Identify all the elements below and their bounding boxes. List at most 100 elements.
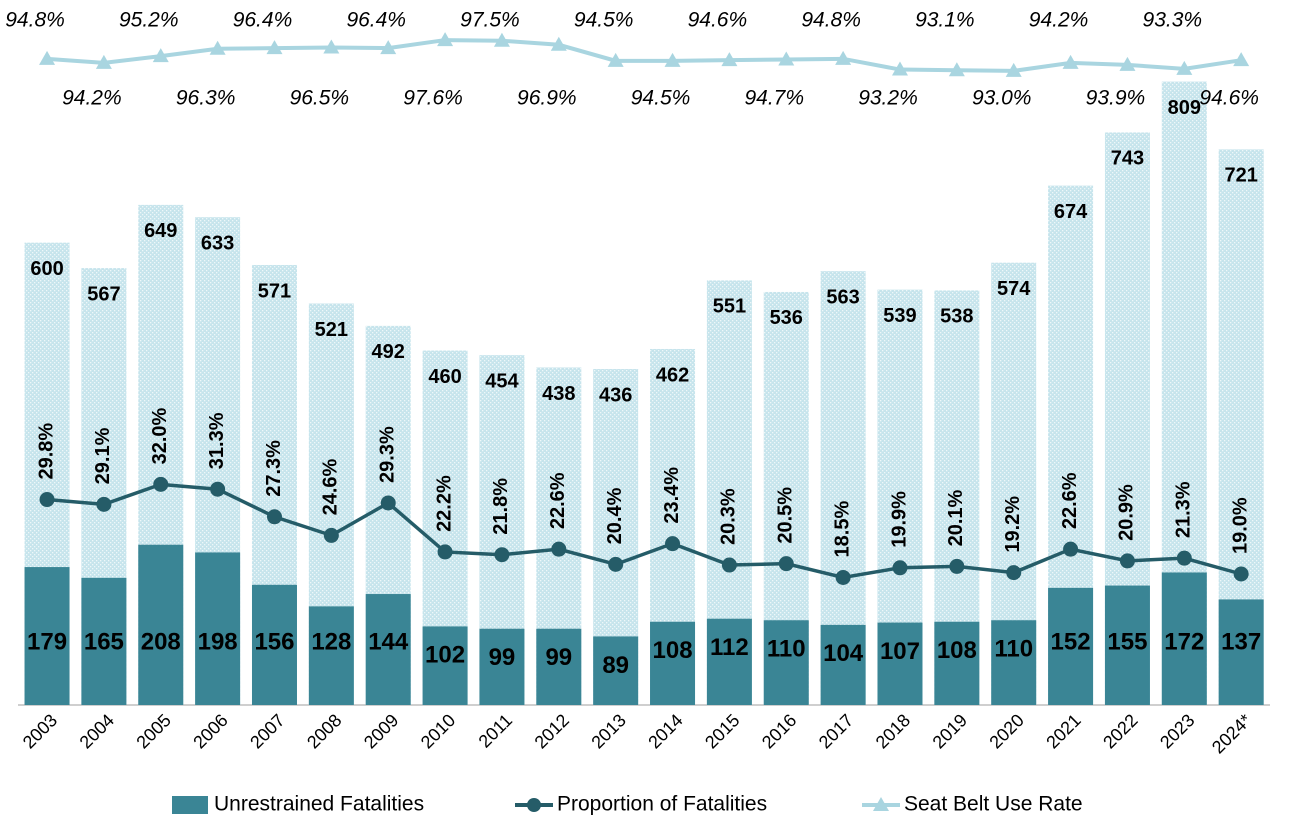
line-marker xyxy=(948,62,965,77)
x-tick-label: 2018 xyxy=(872,710,914,752)
x-tick-label: 2020 xyxy=(985,710,1027,752)
line-marker xyxy=(1176,550,1192,566)
line-marker xyxy=(778,556,794,572)
bar-value-label: 110 xyxy=(994,636,1033,663)
line-marker xyxy=(380,40,397,55)
bar-value-label: 108 xyxy=(653,637,693,664)
bar xyxy=(820,624,866,705)
bar-value-label: 743 xyxy=(1111,148,1144,170)
line-marker xyxy=(266,509,282,525)
line-marker xyxy=(608,556,624,572)
x-tick-label: 2014 xyxy=(644,710,686,752)
line-value-label: 93.0% xyxy=(972,87,1032,110)
x-tick-label: 2008 xyxy=(303,710,345,752)
x-tick-label: 2003 xyxy=(19,710,61,752)
line-marker xyxy=(380,495,396,511)
bar-value-label: 208 xyxy=(141,628,181,655)
line-value-label: 20.4% xyxy=(604,487,626,544)
bar-value-label: 108 xyxy=(937,637,977,664)
bar xyxy=(1218,599,1264,705)
bar-value-label: 165 xyxy=(84,628,124,655)
bar xyxy=(763,620,809,705)
line-marker xyxy=(323,39,340,54)
line-marker xyxy=(494,547,510,563)
bar xyxy=(593,636,639,705)
bar xyxy=(1048,587,1094,705)
bar-value-label: 674 xyxy=(1054,201,1088,223)
line-value-label: 20.9% xyxy=(1116,484,1138,541)
line-value-label: 20.3% xyxy=(718,488,740,545)
bar xyxy=(536,628,582,705)
legend-label: Unrestrained Fatalities xyxy=(214,793,424,816)
line-value-label: 31.3% xyxy=(206,412,228,469)
bar-value-label: 460 xyxy=(428,366,461,388)
line-marker xyxy=(1006,565,1022,581)
line-marker xyxy=(721,52,738,67)
line-value-label: 96.5% xyxy=(290,87,350,110)
line-marker xyxy=(550,36,567,51)
line-value-label: 29.1% xyxy=(92,427,114,484)
line-marker xyxy=(39,50,56,65)
bar xyxy=(24,567,70,705)
line-marker xyxy=(266,40,283,55)
bar xyxy=(1104,585,1150,705)
line-value-label: 19.2% xyxy=(1002,496,1024,553)
bar-value-label: 571 xyxy=(258,280,291,302)
line-marker xyxy=(1119,56,1136,71)
bar xyxy=(479,628,525,705)
line-value-label: 94.2% xyxy=(1029,9,1089,32)
line-value-label: 96.9% xyxy=(517,87,577,110)
bar-value-label: 462 xyxy=(656,364,689,386)
x-tick-label: 2019 xyxy=(929,710,971,752)
line-value-label: 93.3% xyxy=(1143,9,1203,32)
bar-value-label: 155 xyxy=(1107,628,1147,655)
line-marker xyxy=(1233,52,1250,67)
bar-value-label: 99 xyxy=(489,644,516,671)
bar xyxy=(706,618,752,705)
line-value-label: 27.3% xyxy=(263,440,285,497)
line-value-label: 93.2% xyxy=(858,87,918,110)
x-tick-label: 2023 xyxy=(1156,710,1198,752)
legend-swatch xyxy=(172,796,208,814)
line-value-label: 21.3% xyxy=(1173,481,1195,538)
bar xyxy=(251,584,297,705)
x-tick-label: 2021 xyxy=(1042,710,1084,752)
line-value-label: 94.7% xyxy=(744,87,804,110)
bar-value-label: 198 xyxy=(198,628,238,655)
line-value-label: 93.1% xyxy=(915,9,975,32)
bar-value-label: 600 xyxy=(30,258,63,280)
line-value-label: 93.9% xyxy=(1086,87,1146,110)
legend-label: Proportion of Fatalities xyxy=(557,793,767,816)
line-marker xyxy=(210,481,226,497)
line-value-label: 22.6% xyxy=(547,472,569,529)
line-marker xyxy=(153,476,169,492)
bar-value-label: 156 xyxy=(254,628,294,655)
line-value-label: 97.5% xyxy=(460,9,520,32)
bar-value-label: 128 xyxy=(311,628,351,655)
line-marker xyxy=(209,40,226,55)
line-marker xyxy=(1063,541,1079,557)
line-marker xyxy=(664,52,681,67)
line-value-label: 19.0% xyxy=(1229,497,1251,554)
line-value-label: 94.6% xyxy=(688,9,748,32)
bar-value-label: 563 xyxy=(826,286,859,308)
bar-value-label: 137 xyxy=(1221,628,1261,655)
line-marker xyxy=(493,32,510,47)
line-marker xyxy=(437,544,453,560)
bar xyxy=(81,577,127,705)
line-value-label: 94.6% xyxy=(1199,87,1259,110)
bar-value-label: 574 xyxy=(997,278,1031,300)
line-marker xyxy=(778,51,795,66)
x-tick-label: 2013 xyxy=(587,710,629,752)
line-marker xyxy=(1176,60,1193,75)
bar xyxy=(991,620,1037,705)
x-tick-label: 2024* xyxy=(1208,710,1255,757)
line-value-label: 18.5% xyxy=(831,501,853,558)
line-marker xyxy=(721,557,737,573)
bar-value-label: 436 xyxy=(599,384,632,406)
bar-value-label: 809 xyxy=(1168,97,1201,119)
bar xyxy=(877,622,923,705)
line-marker xyxy=(1062,54,1079,69)
line-value-label: 22.2% xyxy=(433,475,455,532)
line xyxy=(46,38,1242,73)
